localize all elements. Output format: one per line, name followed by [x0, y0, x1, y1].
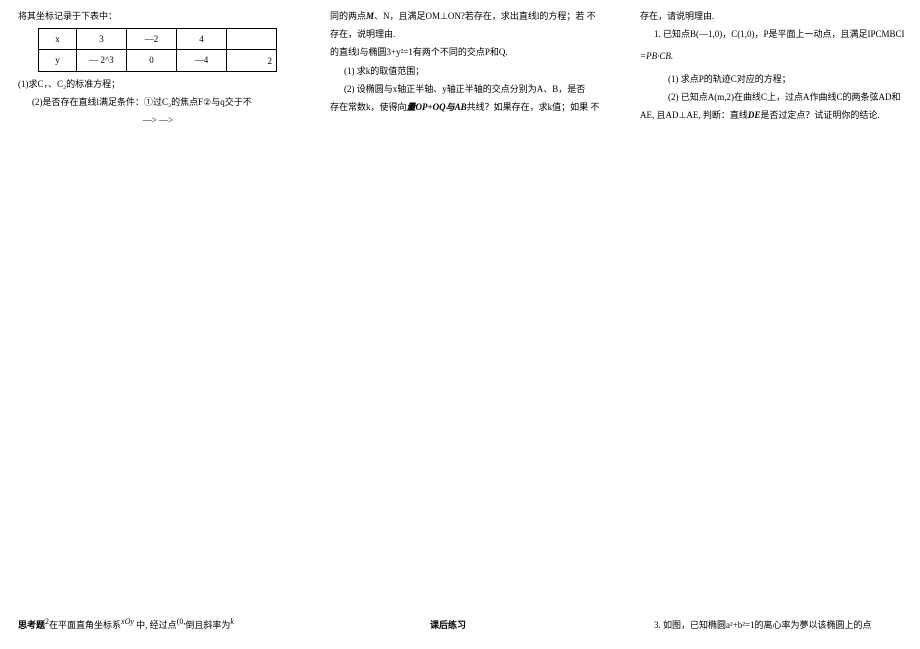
table-cell: [227, 29, 277, 50]
var-xoy: xOy: [121, 617, 134, 626]
sub-q2: (2) 设椭圆与x轴正半轴、y轴正半轴的交点分别为A、B，是否: [330, 81, 610, 97]
table-cell: 0: [127, 50, 177, 71]
footer-center: 课后练习: [430, 618, 466, 631]
text-line: AE, 且AD⊥AE, 判断：直线DE是否过定点？试证明你的结论.: [640, 107, 920, 123]
table-cell: — 2^3: [77, 50, 127, 71]
data-table: x 3 —2 4 y — 2^3 0 —4 2: [38, 28, 277, 71]
arrow-line: —> —>: [18, 112, 298, 128]
text-span: 共线？如果存在，求k值；如果 不: [467, 102, 600, 112]
column-3: 存在，请说明理由. 1. 已知点B(—1,0)，C(1,0)，P是平面上一动点，…: [640, 8, 920, 125]
table-row: x 3 —2 4: [39, 29, 277, 50]
intro-text: 将其坐标记录于下表中：: [18, 8, 298, 24]
table-cell: 2: [227, 50, 277, 71]
var-de: DE: [748, 110, 761, 120]
table-cell-sub: 2: [268, 53, 273, 69]
var-m: M: [366, 11, 374, 21]
text-line: 存在，说明理由.: [330, 26, 610, 42]
question-1-1: (1)求C，、C₂的标准方程；: [18, 76, 298, 92]
table-cell: 4: [177, 29, 227, 50]
text-line: 存在，请说明理由.: [640, 8, 920, 24]
sub-q1: (1) 求点P的轨迹C对应的方程；: [640, 71, 920, 87]
text-span: 倒且斜率为: [185, 620, 230, 630]
footer-right: 3. 如图，已知椭圆a²+b²=1的离心率为夢以该椭圆上的点: [640, 618, 920, 631]
table-header-x: x: [39, 29, 77, 50]
text-span: 存在常数k，使得向: [330, 102, 407, 112]
text-line: 的直线l与椭圆3+y²=1有两个不同的交点P和Q.: [330, 44, 610, 60]
question-1-2: (2)是否存在直线l满足条件：①过C₂的焦点F②与q交于不: [18, 94, 298, 110]
eq-line: =PB·CB.: [640, 48, 920, 64]
sub-q1: (1) 求k的取值范围；: [330, 63, 610, 79]
text-line: 同的两点M、N，且满足OM⊥ON?若存在，求出直线l的方程；若 不: [330, 8, 610, 24]
problem-1: 1. 已知点B(—1,0)，C(1,0)，P是平面上一动点，且满足IPCMBCI: [640, 26, 920, 42]
var-vec: 量OP+OQ与AB: [407, 102, 467, 112]
table-cell: —2: [127, 29, 177, 50]
text-line: 存在常数k，使得向量OP+OQ与AB共线？如果存在，求k值；如果 不: [330, 99, 610, 115]
table-header-y: y: [39, 50, 77, 71]
table-cell: 3: [77, 29, 127, 50]
column-2: 同的两点M、N，且满足OM⊥ON?若存在，求出直线l的方程；若 不 存在，说明理…: [330, 8, 610, 117]
var-k: k: [230, 617, 234, 626]
text-span: AE, 且AD⊥AE, 判断：直线: [640, 110, 748, 120]
text-span: 是否过定点？试证明你的结论.: [760, 110, 879, 120]
table-row: y — 2^3 0 —4 2: [39, 50, 277, 71]
label-think: 思考题: [18, 620, 45, 630]
text-span: 在平面直角坐标系: [49, 620, 121, 630]
footer-left: 思考题2在平面直角坐标系xOy 中, 经过点(0,倒且斜率为k: [18, 617, 298, 631]
column-1: 将其坐标记录于下表中： x 3 —2 4 y — 2^3 0 —4 2 (1)求…: [18, 8, 298, 130]
text-span: 中, 经过点: [134, 620, 177, 630]
text-span: 同的两点: [330, 11, 366, 21]
table-cell: —4: [177, 50, 227, 71]
sub-q2: (2) 已知点A(m,2)在曲线C上，过点A作曲线C的两条弦AD和: [640, 89, 920, 105]
text-span: 、N，且满足OM⊥ON?若存在，求出直线l的方程；若 不: [374, 11, 596, 21]
